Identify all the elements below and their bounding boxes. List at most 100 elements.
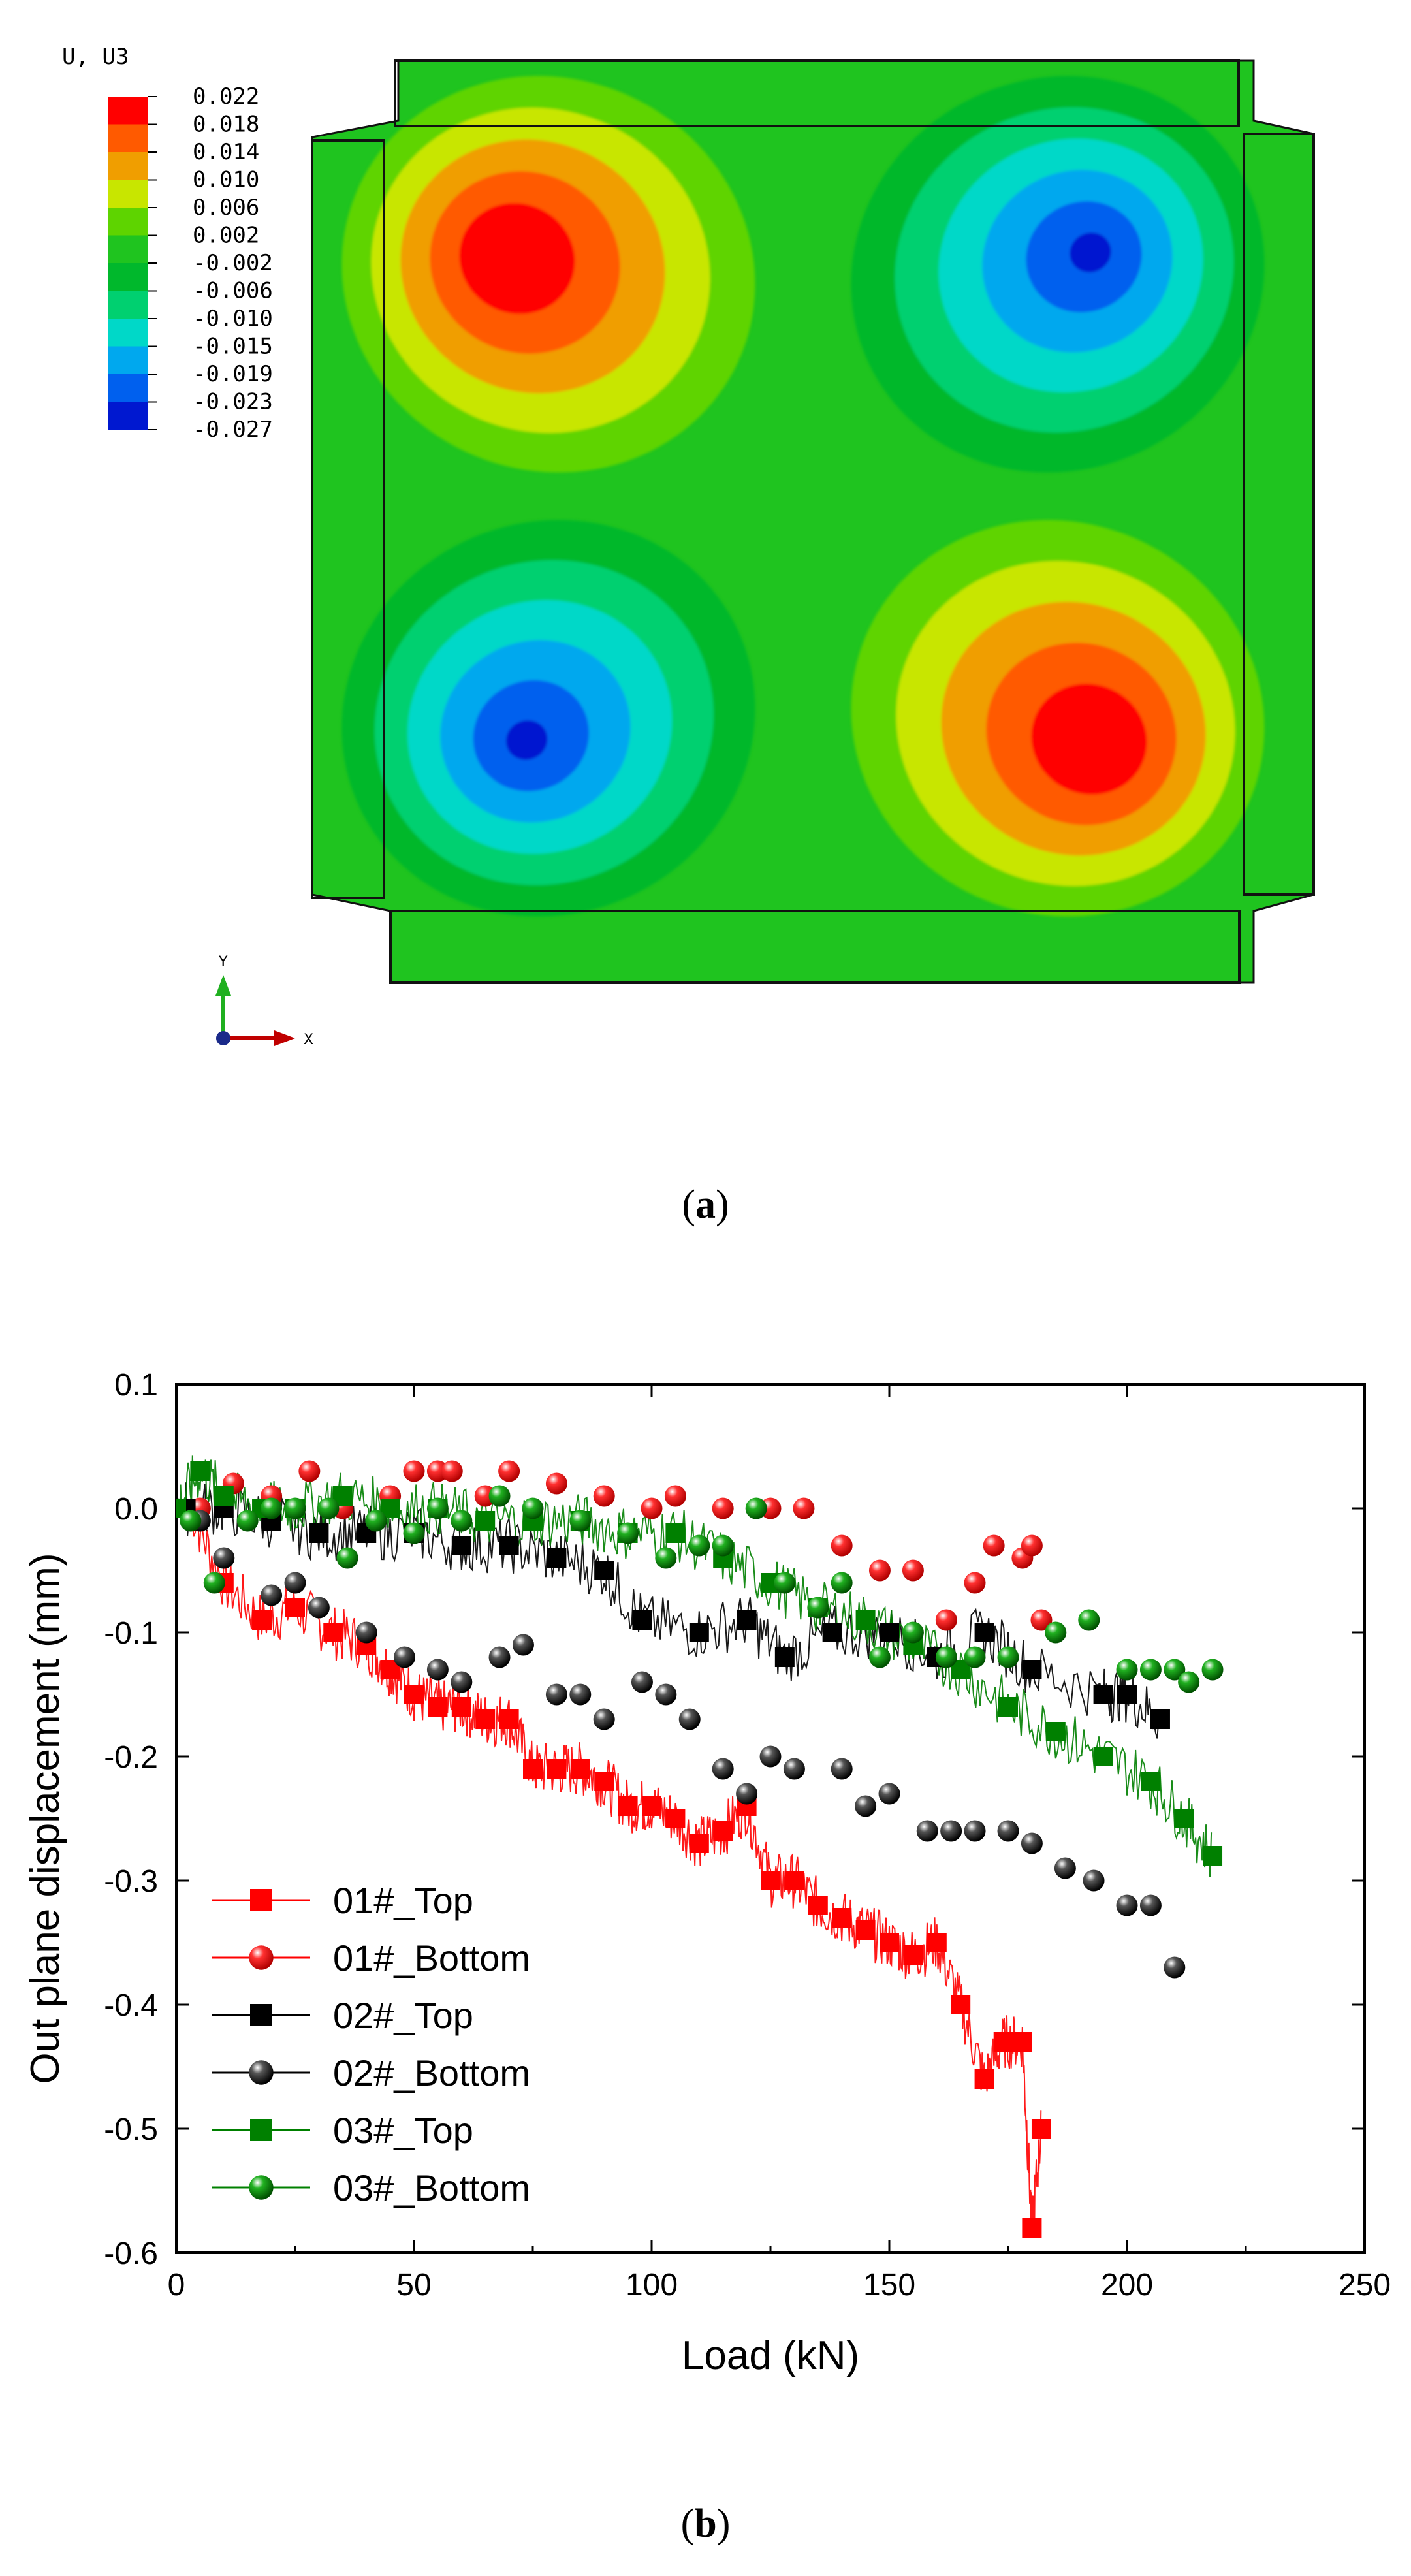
legend-swatch [108, 208, 148, 236]
legend-swatch [108, 374, 148, 402]
data-point [655, 1547, 677, 1569]
data-point [403, 1460, 425, 1482]
x-tick-label: 150 [863, 2268, 915, 2302]
data-point [1012, 2032, 1032, 2052]
data-point [783, 1758, 805, 1780]
data-point [655, 1683, 677, 1706]
data-point [793, 1497, 815, 1519]
data-point [1203, 1846, 1223, 1866]
data-point [1139, 1659, 1162, 1681]
legend-swatch [108, 97, 148, 125]
data-point [547, 1759, 567, 1779]
legend-swatch [108, 291, 148, 319]
data-point [993, 2032, 1013, 2052]
data-point [784, 1871, 804, 1890]
data-point [997, 1646, 1019, 1668]
bottom-stiffener [389, 910, 1241, 984]
data-point [236, 1510, 259, 1532]
data-point [1022, 2218, 1042, 2238]
data-point [935, 1646, 957, 1668]
data-point [594, 1772, 614, 1791]
data-point [737, 1610, 757, 1630]
data-point [499, 1709, 519, 1729]
panel-a-label: a [695, 1183, 716, 1227]
data-point [974, 2069, 994, 2089]
x-tick-label: 100 [626, 2268, 678, 2302]
data-point [203, 1572, 225, 1594]
right-stiffener [1243, 133, 1315, 896]
data-point [1117, 1685, 1137, 1704]
data-point [1174, 1809, 1194, 1828]
data-point [951, 1995, 971, 2014]
data-point [1139, 1894, 1162, 1916]
legend-label: 02#_Top [333, 1995, 473, 2036]
data-point [678, 1708, 701, 1730]
data-point [1164, 1659, 1186, 1681]
legend-swatch [108, 152, 148, 180]
data-point [868, 1646, 891, 1668]
displacement-chart: 0 50 100 150 200 250 0.1 0.0 -0.1 -0.2 -0.3 -0.4 -0.… [23, 1368, 1391, 2378]
data-point [1054, 1857, 1076, 1879]
data-point [1201, 1659, 1224, 1681]
data-point [631, 1671, 653, 1693]
legend-level: 0.002 [193, 223, 259, 249]
data-point [927, 1933, 947, 1952]
data-point [512, 1634, 534, 1656]
legend-level: -0.002 [193, 250, 273, 276]
y-tick-label: 0.1 [114, 1368, 158, 1403]
legend-swatch [108, 402, 148, 430]
data-point [736, 1783, 758, 1805]
triad-x-label: X [304, 1032, 313, 1048]
legend-level: -0.015 [193, 334, 273, 360]
legend-level: -0.019 [193, 361, 273, 387]
data-point [1078, 1609, 1100, 1631]
data-point [404, 1685, 424, 1704]
data-point [665, 1809, 686, 1828]
data-point [1116, 1659, 1138, 1681]
data-point [1150, 1709, 1170, 1729]
top-stiffener [394, 59, 1240, 127]
y-tick-label: -0.1 [104, 1616, 158, 1651]
data-point [323, 1623, 343, 1642]
legend-swatch [108, 263, 148, 291]
data-point [475, 1709, 496, 1729]
data-point [1021, 1832, 1043, 1854]
data-point [831, 1534, 853, 1557]
data-point [593, 1708, 615, 1730]
data-point [642, 1796, 661, 1816]
data-point [761, 1871, 780, 1890]
data-point [745, 1497, 767, 1519]
data-point [997, 1820, 1019, 1842]
data-point [1093, 1685, 1113, 1704]
data-point [688, 1534, 710, 1557]
data-point [365, 1510, 387, 1532]
data-point [317, 1497, 340, 1519]
x-tick-label: 0 [168, 2268, 185, 2302]
legend-marker [250, 2119, 272, 2141]
axis-tick-labels: 0 50 100 150 200 250 0.1 0.0 -0.1 -0.2 -0.3 -0.4 -0.… [104, 1368, 1391, 2302]
data-point [284, 1497, 306, 1519]
contour-band [1031, 683, 1147, 795]
legend-swatch [108, 124, 148, 152]
data-point [855, 1795, 877, 1817]
data-point [822, 1623, 842, 1642]
data-point [665, 1523, 686, 1543]
legend-swatch [108, 319, 148, 347]
data-point [964, 1572, 986, 1594]
data-point [213, 1547, 235, 1569]
series-markers [176, 1460, 1224, 2238]
data-point [355, 1621, 377, 1644]
noise-trace [190, 1507, 1042, 2236]
y-tick-label: -0.4 [104, 1988, 158, 2023]
axis-ticks [175, 1383, 1366, 2254]
contour-legend: 0.0220.0180.0140.0100.0060.002-0.002-0.0… [108, 84, 273, 443]
data-point [1083, 1869, 1105, 1892]
data-point [426, 1659, 449, 1681]
legend-label: 01#_Top [333, 1880, 473, 1921]
legend-level: -0.006 [193, 278, 273, 304]
data-point [712, 1534, 734, 1557]
data-point [309, 1523, 329, 1543]
data-point [902, 1621, 924, 1644]
data-point [261, 1584, 283, 1606]
data-point [570, 1759, 590, 1779]
